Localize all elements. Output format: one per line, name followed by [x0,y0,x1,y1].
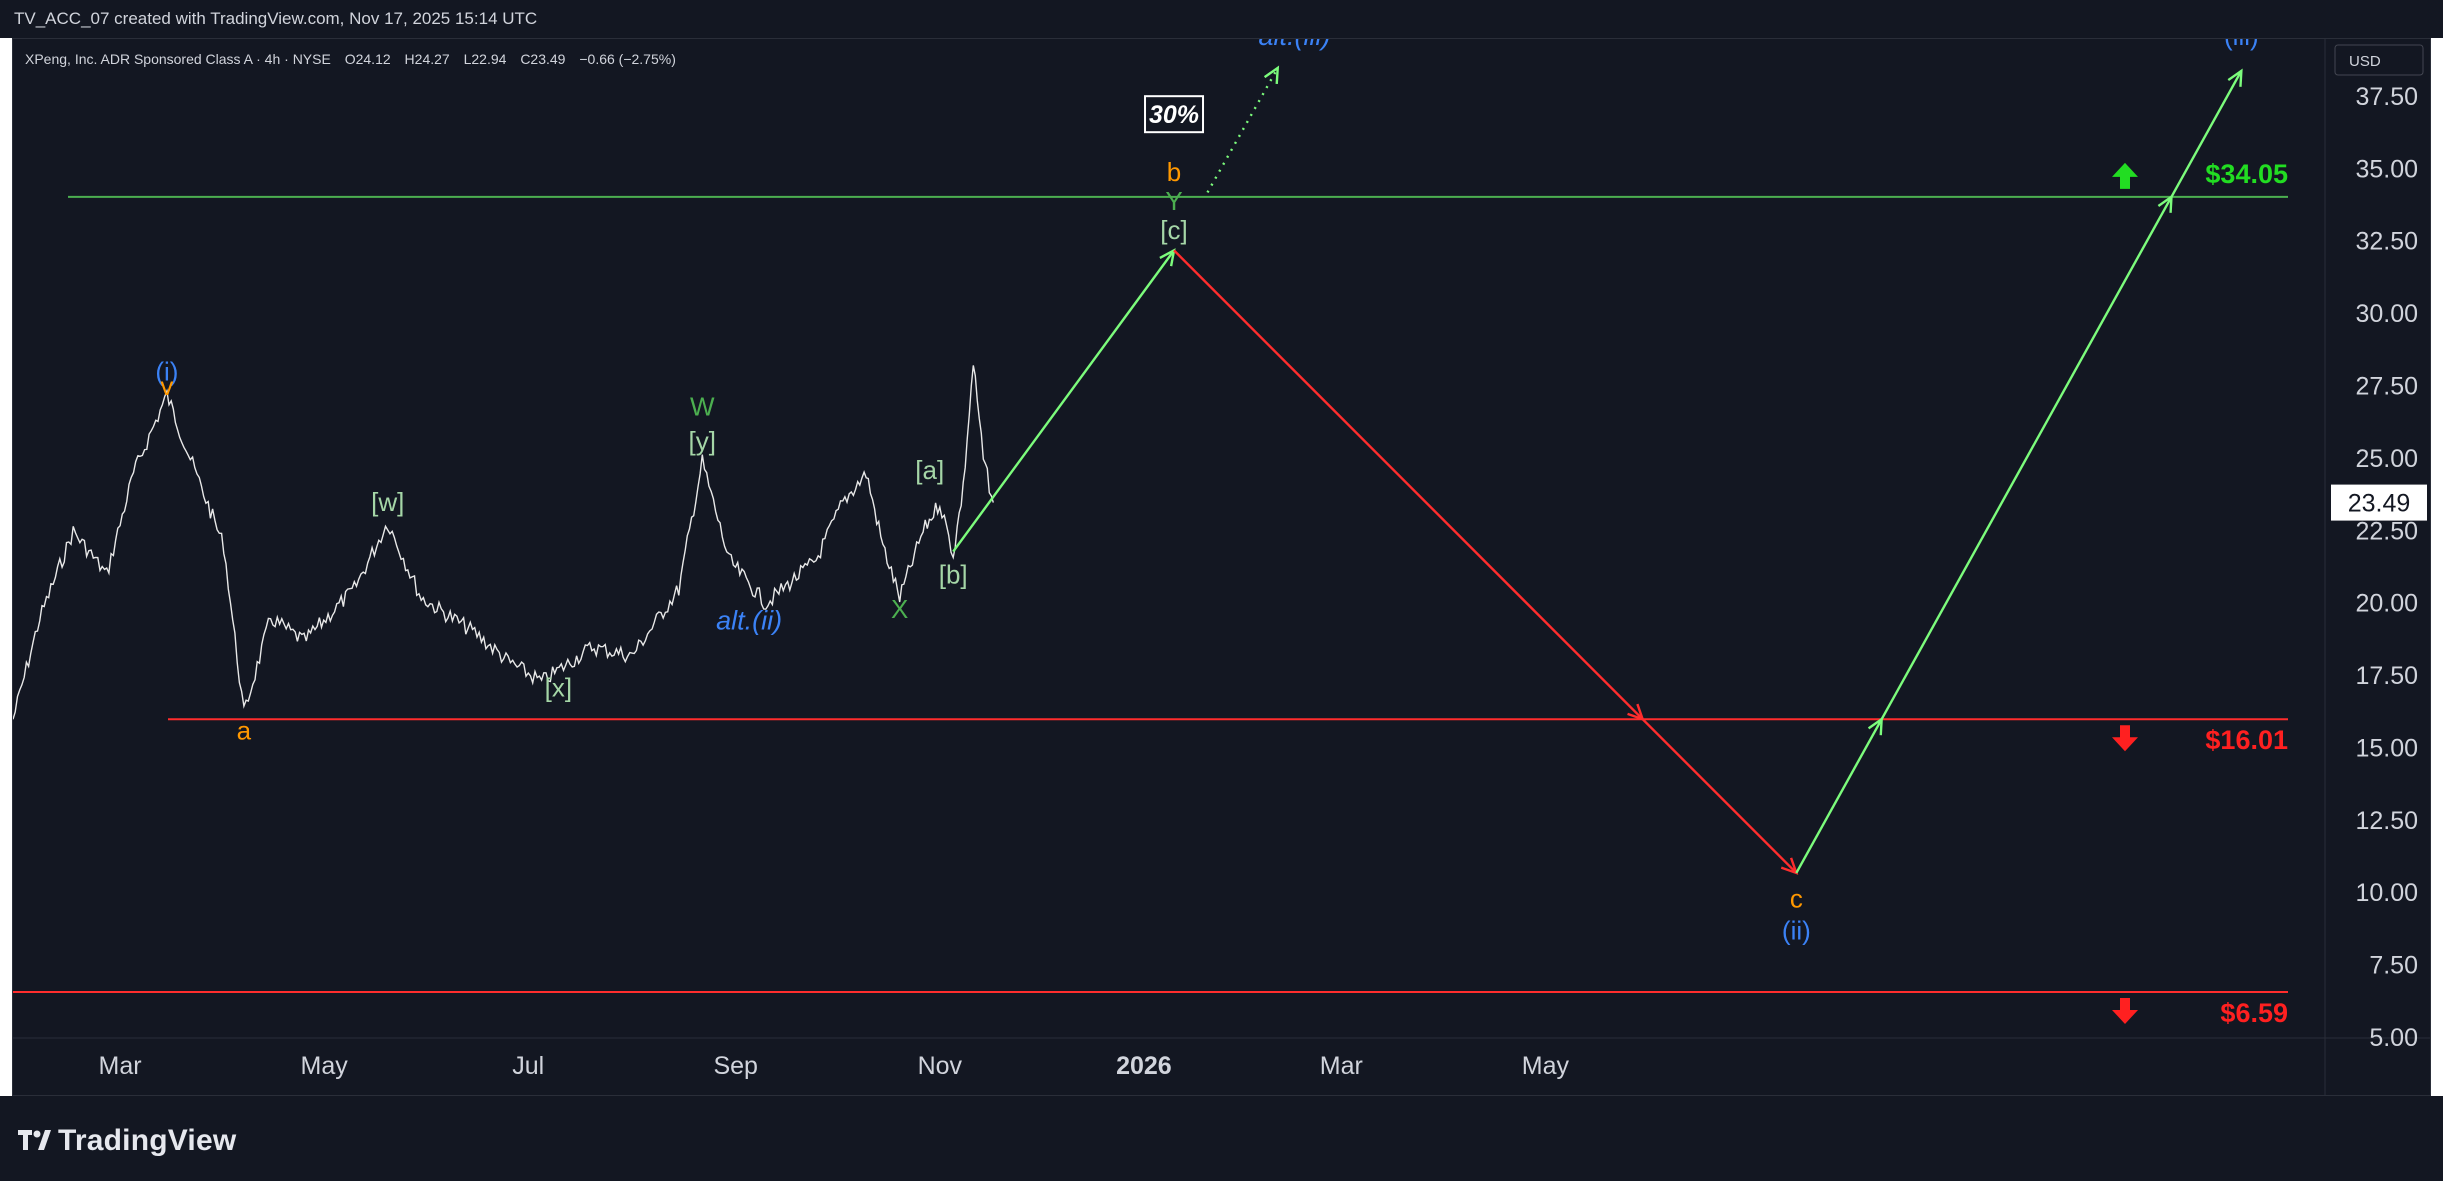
projection-crossing-mark [1627,703,1645,722]
legend-high: H24.27 [405,51,450,67]
publisher-header: TV_ACC_07 created with TradingView.com, … [0,0,2443,38]
price-tick-label: 27.50 [2355,372,2418,400]
time-tick-label: Sep [713,1052,757,1080]
tradingview-logo[interactable]: TradingView [18,1121,236,1161]
time-axis: Mar May Jul Sep Nov 2026 Mar May [99,1052,1570,1080]
wave-label: Y [1165,186,1182,216]
legend-low: L22.94 [464,51,507,67]
time-tick-label: Mar [99,1052,142,1080]
projection-segment [952,249,1175,553]
wave-label: [b] [939,559,968,589]
price-tick-label: 7.50 [2369,952,2418,980]
price-tick-label: 30.00 [2355,300,2418,328]
wave-label: [c] [1160,215,1187,245]
time-tick-label: May [1522,1052,1570,1080]
arrow-down-shape [2112,997,2138,1024]
projection-paths [952,65,2243,875]
time-tick-label: 2026 [1116,1052,1172,1080]
wave-label: [w] [371,487,404,517]
wave-label: [a] [915,455,944,485]
wave-label: alt.(ii) [716,606,782,636]
arrow-up-shape [2112,162,2138,189]
price-tick-label: 17.50 [2355,662,2418,690]
time-tick-label: May [301,1052,349,1080]
legend-open: O24.12 [345,51,391,67]
chart-panel[interactable]: $34.05 $16.01 $6.59 (i) v a [w] [x] W [y] alt.(ii… [12,21,2431,1096]
tradingview-logo-text: TradingView [58,1124,237,1157]
projection-segment [1173,249,1798,874]
wave-labels: (i)v a [w] [x] W [y] alt.(ii) X [a] [b] bY[c] alt.(… [155,21,2259,946]
price-tick-label: 22.50 [2355,517,2418,545]
price-tick-label: 20.00 [2355,590,2418,618]
currency-box[interactable] [2334,44,2424,76]
price-tick-label: 25.00 [2355,445,2418,473]
projection-crossing-mark [1867,716,1883,736]
time-tick-label: Mar [1320,1052,1363,1080]
price-series [12,365,994,720]
price-levels: $34.05 $16.01 $6.59 [13,159,2288,1028]
time-tick-label: Jul [512,1052,544,1080]
arrow-down-shape [2112,725,2138,752]
price-tick-label: 12.50 [2355,807,2418,835]
currency-label: USD [2349,53,2381,70]
price-tick-label: 15.00 [2355,734,2418,762]
price-tick-label: 5.00 [2369,1024,2418,1052]
chart-background [13,39,2430,1095]
wave-label: X [891,594,908,624]
last-price-tag [2331,484,2427,521]
wave-label: (ii) [1782,916,1811,946]
legend-line: XPeng, Inc. ADR Sponsored Class A · 4h ·… [25,51,676,67]
probability-badge [1144,95,1205,134]
wave-label: alt.(iii) [1258,39,1330,51]
price-level-label: $34.05 [2205,159,2288,189]
price-tick-label: 35.00 [2355,155,2418,183]
wave-label: b [1167,157,1181,187]
price-level-label: $16.01 [2205,725,2288,755]
wave-label: [x] [545,672,572,702]
price-level-label: $6.59 [2220,998,2288,1028]
alt-projection-arrowhead [1263,65,1280,85]
arrow-up-icon [2112,162,2138,189]
probability-badge-text: 30% [1149,101,1199,129]
arrow-down-icon [2112,997,2138,1024]
projection-arrowhead [2227,68,2243,87]
wave-label: v [160,371,173,401]
projection-crossing-mark [2157,194,2173,213]
price-axis: 37.50 35.00 32.50 30.00 27.50 25.00 22.50 20.00… [2355,83,2418,1052]
wave-label: a [237,716,252,746]
projection-segment [1795,70,2243,874]
wave-label: [y] [689,426,716,456]
price-tick-label: 10.00 [2355,879,2418,907]
price-tick-label: 32.50 [2355,228,2418,256]
price-chart[interactable]: $34.05 $16.01 $6.59 (i)v a [w] [x] W [y] alt.(ii… [12,21,2430,1095]
price-line [12,365,994,720]
last-price-value: 23.49 [2348,490,2411,518]
wave-label: (iii) [2224,39,2259,51]
legend-change: −0.66 (−2.75%) [579,51,676,67]
wave-label: (i) [155,357,178,387]
footer-bar [0,1096,2443,1181]
wave-label: W [690,391,715,421]
arrow-down-icon [2112,725,2138,752]
wave-label: c [1790,884,1803,914]
legend-symbol: XPeng, Inc. ADR Sponsored Class A · 4h ·… [25,51,331,67]
tradingview-logo-icon [18,1130,52,1152]
time-tick-label: Nov [918,1052,963,1080]
price-tick-label: 37.50 [2355,83,2418,111]
legend-close: C23.49 [520,51,565,67]
